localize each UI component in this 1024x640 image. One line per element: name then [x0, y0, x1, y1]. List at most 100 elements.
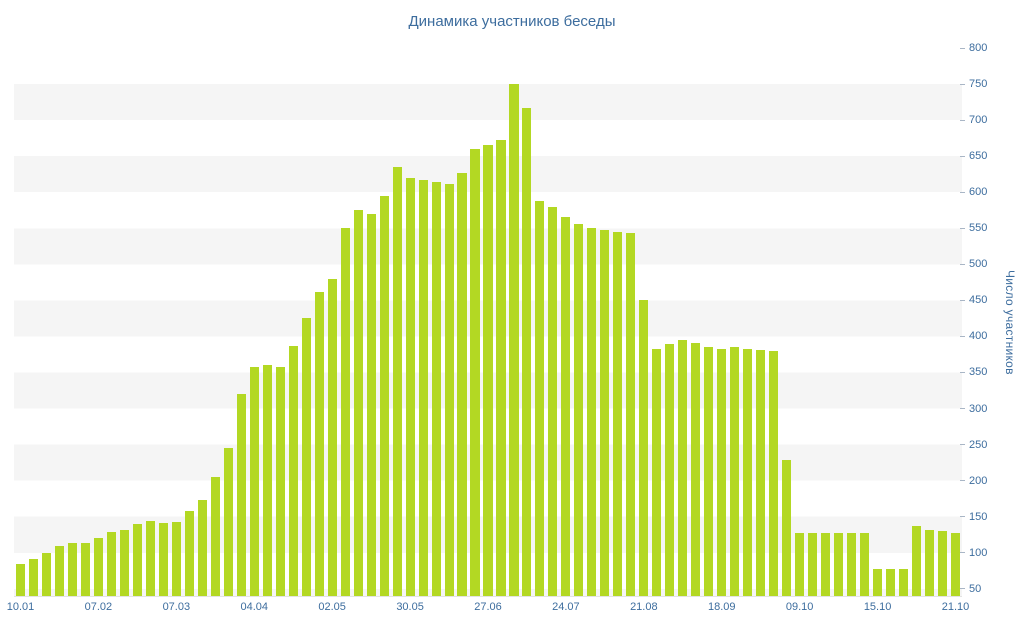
x-axis-label: 10.01 — [6, 601, 35, 613]
y-tick-label: 650 — [969, 150, 988, 163]
bar — [730, 347, 740, 596]
y-tick-mark — [960, 263, 965, 265]
bar — [847, 532, 857, 596]
y-axis-tick: 550 — [960, 222, 987, 234]
y-tick-mark — [960, 119, 965, 121]
plot-area — [14, 48, 962, 597]
x-axis-label: 18.09 — [707, 601, 736, 613]
bar — [444, 184, 454, 596]
bar — [769, 350, 779, 596]
y-tick-mark — [960, 444, 965, 446]
bar — [431, 182, 441, 596]
y-tick-label: 300 — [969, 402, 988, 415]
bar — [184, 510, 194, 596]
y-tick-label: 600 — [969, 186, 988, 199]
y-tick-label: 100 — [969, 546, 988, 559]
y-axis-tick: 600 — [960, 186, 987, 198]
x-axis: 10.01 07.02 07.03 04.04 02.05 30.05 27.06 24.07… — [7, 601, 970, 619]
bar — [288, 345, 298, 596]
bar — [145, 521, 155, 596]
bar — [717, 348, 727, 596]
bar — [262, 365, 272, 596]
bar — [496, 140, 506, 596]
y-tick-label: 200 — [969, 474, 988, 487]
y-tick-mark — [960, 516, 965, 518]
bar — [470, 148, 480, 596]
y-tick-mark — [960, 299, 965, 301]
bar — [626, 233, 636, 596]
bar — [93, 537, 103, 596]
y-axis-tick: 700 — [960, 114, 987, 126]
bar — [821, 532, 831, 596]
x-axis-label: 09.10 — [785, 601, 814, 613]
y-tick-label: 750 — [969, 78, 988, 91]
bar — [236, 394, 246, 596]
bar — [613, 231, 623, 596]
y-tick-mark — [960, 371, 965, 373]
y-axis-tick: 250 — [960, 439, 987, 451]
bar — [457, 172, 467, 596]
y-axis-tick: 350 — [960, 366, 987, 378]
y-tick-mark — [960, 588, 965, 590]
bar — [548, 206, 558, 596]
bar — [158, 523, 168, 596]
x-axis-label: 07.03 — [162, 601, 191, 613]
bar — [483, 145, 493, 596]
y-tick-label: 150 — [969, 510, 988, 523]
x-axis-label: 27.06 — [474, 601, 502, 613]
bar — [691, 342, 701, 596]
bar — [860, 532, 870, 596]
y-tick-label: 50 — [969, 582, 982, 595]
y-axis-tick: 300 — [960, 403, 987, 415]
bar — [80, 542, 90, 596]
bar — [15, 563, 26, 596]
bar — [704, 346, 714, 596]
bar — [808, 532, 818, 596]
bar — [950, 532, 961, 596]
y-tick-mark — [960, 552, 965, 554]
x-axis-label: 21.10 — [941, 601, 970, 613]
y-tick-mark — [960, 191, 965, 193]
bar — [67, 543, 77, 596]
y-axis-tick: 200 — [960, 475, 987, 487]
y-axis-tick: 800 — [960, 42, 987, 54]
bar — [418, 179, 428, 596]
bar — [405, 177, 415, 596]
y-tick-label: 550 — [969, 222, 988, 235]
bar — [28, 558, 38, 596]
bar — [756, 350, 766, 596]
bar — [834, 532, 844, 596]
x-axis-label: 02.05 — [318, 601, 346, 613]
bar — [327, 278, 337, 596]
y-axis-tick: 450 — [960, 294, 987, 306]
bar — [535, 200, 545, 596]
bar — [743, 348, 753, 596]
x-axis-label: 04.04 — [240, 601, 269, 613]
bar — [275, 367, 285, 596]
bar — [132, 523, 142, 596]
bar — [924, 529, 935, 596]
y-axis-tick: 650 — [960, 150, 987, 162]
bar — [379, 195, 389, 596]
y-tick-mark — [960, 408, 965, 410]
bar — [197, 500, 207, 596]
bar — [223, 448, 233, 596]
bar — [41, 552, 51, 596]
bar — [314, 291, 324, 596]
bar — [392, 166, 402, 596]
x-axis-label: 30.05 — [396, 601, 424, 613]
y-tick-label: 500 — [969, 258, 988, 271]
bar — [210, 477, 220, 596]
y-axis-title: Число участников — [1000, 48, 1020, 597]
y-tick-label: 250 — [969, 438, 988, 451]
x-axis-label: 24.07 — [552, 601, 580, 613]
y-axis-tick: 400 — [960, 330, 987, 342]
chart-title: Динамика участников беседы — [408, 13, 616, 30]
bar — [366, 213, 376, 596]
bar — [795, 532, 805, 596]
bar — [600, 229, 610, 596]
bar — [587, 228, 597, 596]
y-tick-mark — [960, 227, 965, 229]
bar — [937, 531, 948, 596]
y-axis: 800 750 700 650 600 550 500 450 400 350 300 250 200 1… — [960, 42, 1004, 597]
